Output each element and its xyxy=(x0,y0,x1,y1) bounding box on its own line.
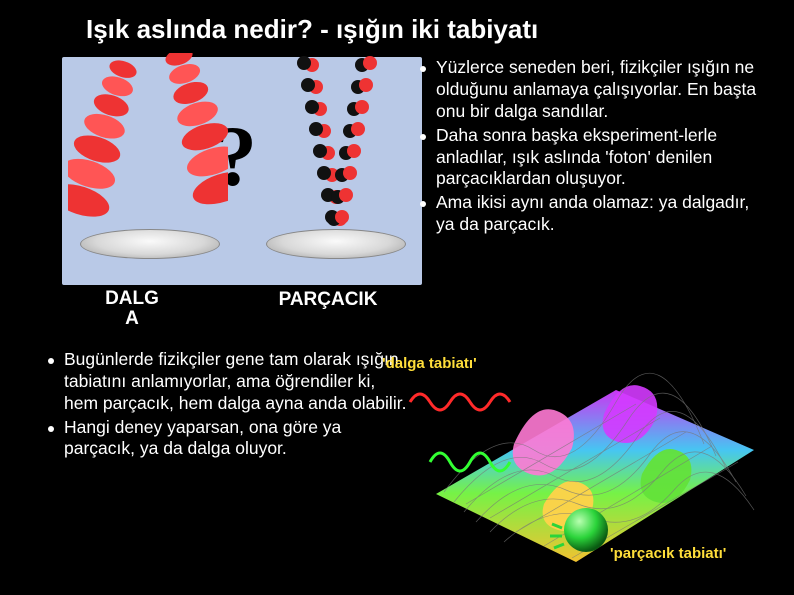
list-item: Daha sonra başka eksperiment-lerle anlad… xyxy=(418,125,764,191)
particle-nature-caption: 'parçacık tabiatı' xyxy=(610,545,726,562)
list-item: Ama ikisi aynı anda olamaz: ya dalgadır,… xyxy=(418,192,764,236)
list-item: Bugünlerde fizikçiler gene tam olarak ış… xyxy=(46,349,414,415)
wave-label: DALG A xyxy=(62,289,202,329)
red-wave-icon xyxy=(410,394,510,410)
wave-surface-plot xyxy=(404,354,760,568)
diagram-labels: DALG A PARÇACIK xyxy=(34,285,394,329)
wave-illustration xyxy=(68,53,228,243)
right-bullet-list: Yüzlerce seneden beri, fizikçiler ışığın… xyxy=(418,57,764,236)
particle-ball-icon xyxy=(564,508,608,552)
particle-illustration xyxy=(254,51,424,251)
particle-label: PARÇACIK xyxy=(202,289,394,329)
wave-label-line2: A xyxy=(125,308,139,329)
wave-particle-diagram: ? xyxy=(62,57,422,285)
wave-label-line1: DALG xyxy=(105,288,159,309)
left-bullet-list: Bugünlerde fizikçiler gene tam olarak ış… xyxy=(34,329,414,460)
list-item: Yüzlerce seneden beri, fizikçiler ışığın… xyxy=(418,57,764,123)
left-column: ? xyxy=(34,57,414,462)
list-item: Hangi deney yaparsan, ona göre ya parçac… xyxy=(46,417,414,461)
page-title: Işık aslında nedir? - ışığın iki tabiyat… xyxy=(0,0,794,45)
